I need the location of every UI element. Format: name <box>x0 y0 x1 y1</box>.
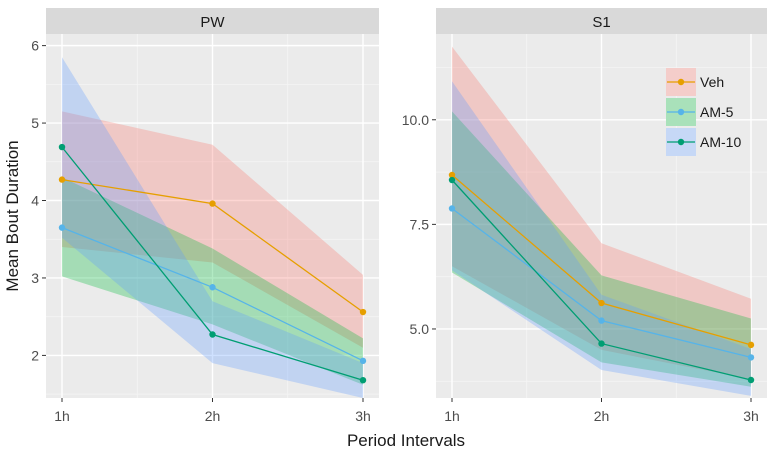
legend-key-point-am-10 <box>677 138 685 146</box>
panel-s1-ytick-label: 7.5 <box>410 216 430 232</box>
panel-pw-point-am-10-3h <box>359 376 367 384</box>
panel-s1-point-am-10-1h <box>448 176 456 184</box>
panel-s1-xtick-label: 3h <box>743 408 759 424</box>
panel-pw-title: PW <box>200 14 225 31</box>
panel-pw-point-am-5-1h <box>58 224 66 231</box>
legend-label-veh: Veh <box>700 74 724 90</box>
panel-pw-ytick-label: 4 <box>31 193 39 209</box>
panel-s1-point-am-5-3h <box>747 354 755 361</box>
panel-s1-point-am-10-3h <box>747 376 755 384</box>
legend-label-am-10: AM-10 <box>700 134 741 150</box>
panel-pw-ribbon-am-5 <box>62 177 363 385</box>
panel-s1-ribbon-am-5 <box>452 111 751 387</box>
panel-pw-xtick-label: 2h <box>205 408 221 424</box>
panel-pw-point-am-5-3h <box>359 357 367 365</box>
panel-s1-point-am-5-2h <box>598 317 605 324</box>
panel-pw-point-veh-3h <box>359 308 367 316</box>
panel-s1-ytick-label: 5.0 <box>410 321 430 337</box>
panel-s1-xtick-label: 1h <box>444 408 460 424</box>
panel-pw-point-veh-2h <box>209 200 216 207</box>
panel-s1-point-veh-1h <box>448 171 456 179</box>
panel-pw-xtick-label: 1h <box>54 408 70 424</box>
panel-pw-ytick-label: 6 <box>31 38 39 54</box>
panel-s1-point-am-10-2h <box>598 340 605 347</box>
panel-s1-title: S1 <box>592 14 610 31</box>
panel-pw-point-am-10-2h <box>209 331 216 338</box>
panel-s1-ribbon-veh <box>452 46 751 380</box>
panel-pw-ribbon-am-10 <box>62 57 363 398</box>
x-axis-title: Period Intervals <box>347 431 465 450</box>
legend-label-am-5: AM-5 <box>700 104 734 120</box>
panel-pw-ytick-label: 2 <box>31 347 39 363</box>
panel-pw-point-am-10-1h <box>58 143 66 151</box>
panel-pw-strip <box>46 8 379 34</box>
panel-s1-point-am-5-1h <box>448 205 456 212</box>
panel-pw-ribbon-veh <box>62 111 363 348</box>
panel-pw-point-veh-1h <box>58 176 66 183</box>
panel-pw-ytick-label: 5 <box>31 115 39 131</box>
panel-s1-strip <box>436 8 767 34</box>
panel-pw-point-am-5-2h <box>209 284 216 291</box>
panel-s1-point-veh-3h <box>747 341 755 349</box>
panel-pw-xtick-label: 3h <box>355 408 371 424</box>
panel-pw-ytick-label: 3 <box>31 270 39 286</box>
panel-s1-point-veh-2h <box>598 299 605 307</box>
y-axis-title: Mean Bout Duration <box>3 140 22 291</box>
legend-key-point-veh <box>677 78 685 86</box>
panel-s1-xtick-label: 2h <box>594 408 610 424</box>
legend-key-point-am-5 <box>677 108 685 116</box>
panel-s1-ytick-label: 10.0 <box>402 112 429 128</box>
panel-s1-ribbon-am-10 <box>452 81 751 396</box>
